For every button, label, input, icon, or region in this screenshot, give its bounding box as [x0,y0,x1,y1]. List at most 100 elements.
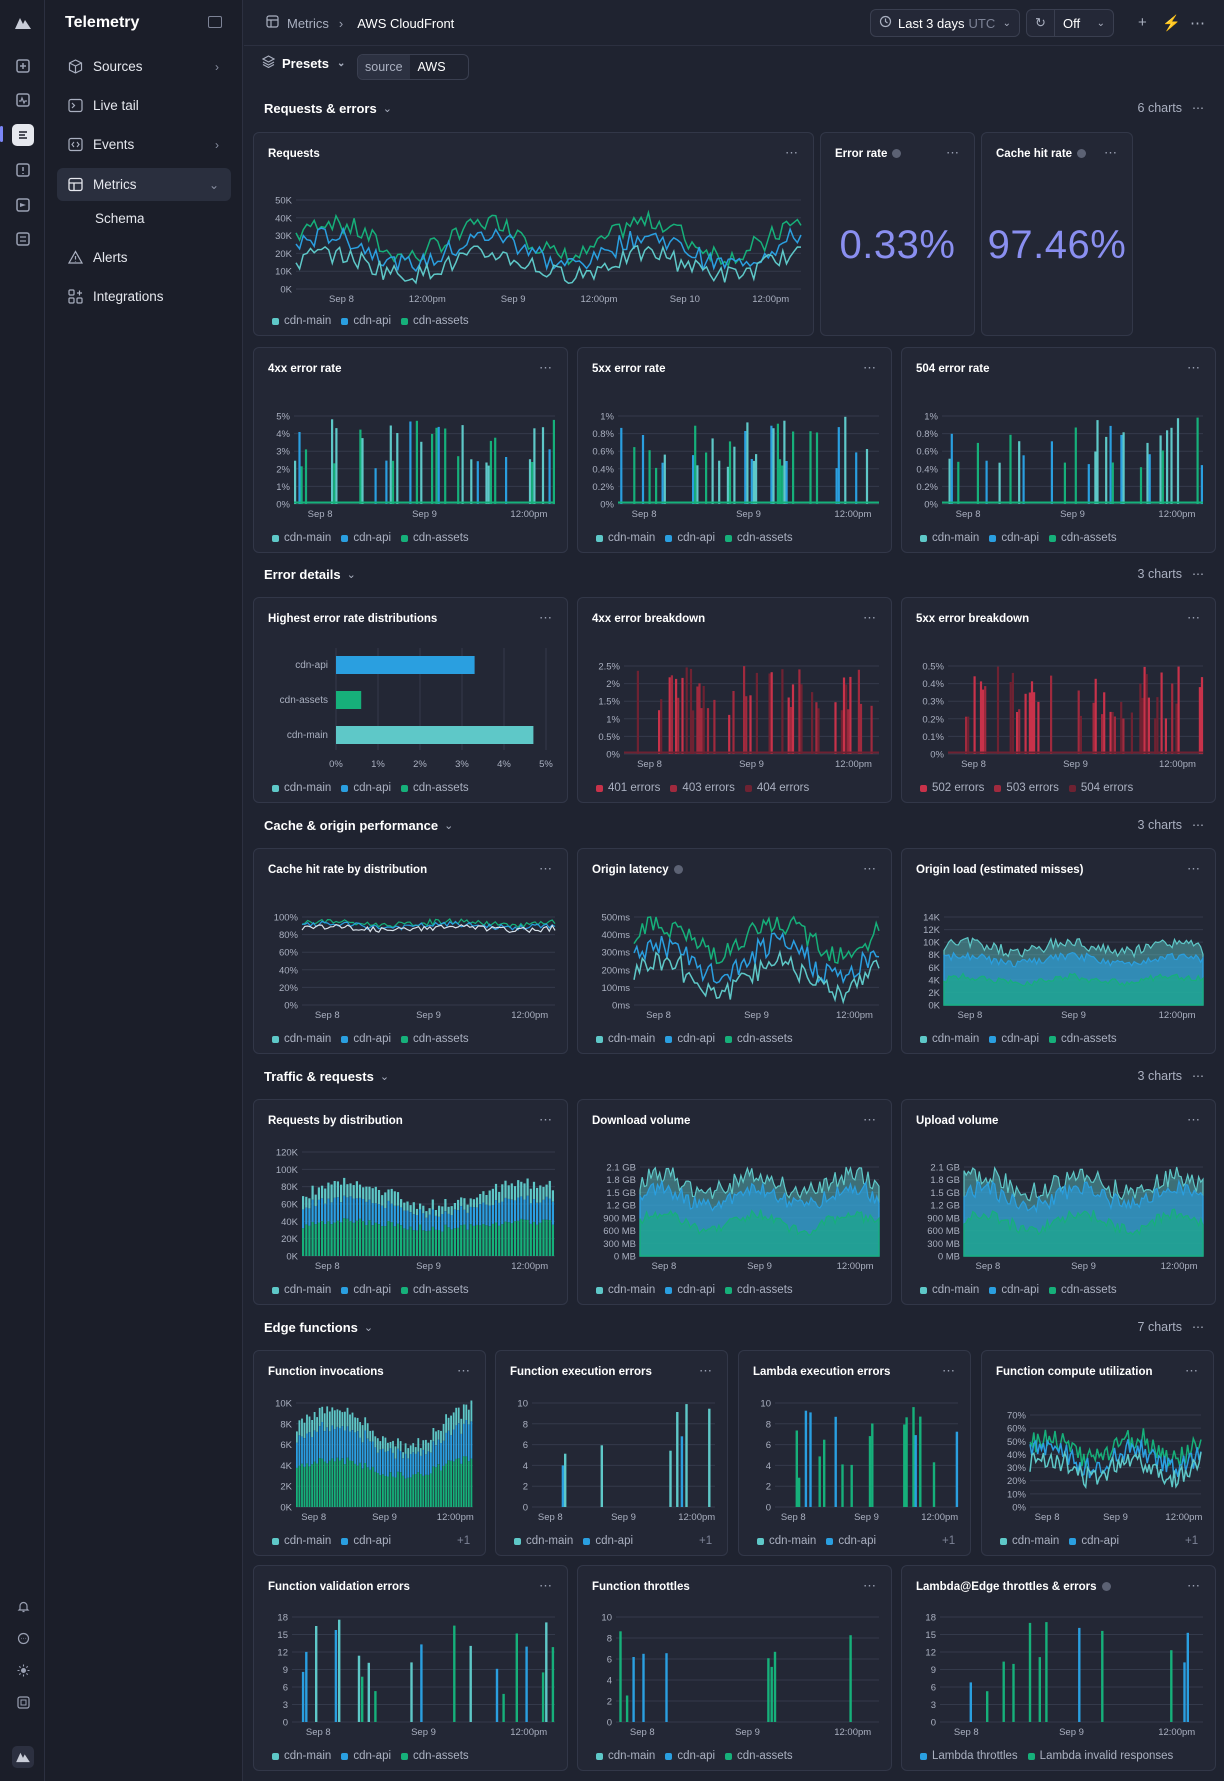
legend-item[interactable]: cdn-main [596,1750,655,1762]
legend-item[interactable]: cdn-assets [401,782,469,794]
breadcrumb-metrics-link[interactable]: Metrics [287,15,329,31]
legend-item[interactable]: cdn-assets [401,315,469,327]
section-cache-origin-performance[interactable]: Cache & origin performance ⌄ 3 charts ⋯ [264,815,1204,835]
chart-menu-icon[interactable]: ⋯ [942,1363,956,1378]
legend-item[interactable]: cdn-api [583,1535,633,1547]
legend-item[interactable]: Lambda invalid responses [1027,1750,1173,1762]
more-icon[interactable]: ⋯ [1192,1069,1204,1083]
legend-item[interactable]: cdn-main [757,1535,816,1547]
legend-item[interactable]: cdn-main [272,532,331,544]
chart-plot[interactable]: 10K 8K 6K 4K 2K 0K Sep 8 Sep 9 12:00pm [254,1351,487,1557]
legend-item[interactable]: cdn-assets [1049,532,1117,544]
legend-item[interactable]: cdn-main [920,532,979,544]
section-title[interactable]: Edge functions [264,1319,358,1335]
chart-menu-icon[interactable]: ⋯ [863,861,877,876]
chart-plot[interactable]: 50K 40K 30K 20K 10K 0K Sep 8 12:00pm Sep 9 12:00p… [254,133,815,337]
theme-sun-icon[interactable] [12,1659,34,1681]
legend-item[interactable]: cdn-main [596,532,655,544]
legend-item[interactable]: cdn-main [920,1284,979,1296]
chart-plot[interactable]: 0% 1% 2% 3% 4% 5% cdn-api cdn-assets cdn-main [254,598,569,804]
chart-menu-icon[interactable]: ⋯ [1187,861,1201,876]
chart-menu-icon[interactable]: ⋯ [946,145,960,160]
legend-item[interactable]: cdn-api [341,1750,391,1762]
logo-icon[interactable] [12,12,34,34]
chart-plot[interactable]: 10 8 6 4 2 0 Sep 8 Sep 9 12:00pm [496,1351,729,1557]
more-icon[interactable]: ⋯ [1192,818,1204,832]
section-error-details[interactable]: Error details ⌄ 3 charts ⋯ [264,564,1204,584]
command-icon[interactable] [12,1691,34,1713]
legend-item[interactable]: cdn-main [272,315,331,327]
legend-item[interactable]: cdn-api [665,1284,715,1296]
sidebar-item-integrations[interactable]: Integrations [57,280,231,313]
chart-menu-icon[interactable]: ⋯ [1187,1112,1201,1127]
legend-item[interactable]: cdn-main [272,1033,331,1045]
refresh-icon[interactable]: ↻ [1027,10,1055,36]
legend-item[interactable]: cdn-main [272,1535,331,1547]
legend-item[interactable]: cdn-main [272,782,331,794]
legend-more-count[interactable]: +1 [699,1535,713,1547]
chart-menu-icon[interactable]: ⋯ [863,610,877,625]
section-title[interactable]: Error details [264,566,341,582]
legend-item[interactable]: cdn-main [514,1535,573,1547]
legend-item[interactable]: 401 errors [596,782,660,794]
legend-item[interactable]: cdn-assets [1049,1284,1117,1296]
legend-item[interactable]: cdn-assets [1049,1033,1117,1045]
more-icon[interactable]: ⋯ [1192,567,1204,581]
chart-plot[interactable]: 10 8 6 4 2 0 Sep 8 Sep 9 12:00pm [578,1566,893,1772]
section-title[interactable]: Traffic & requests [264,1068,374,1084]
chart-plot[interactable]: 10 8 6 4 2 0 Sep 8 Sep 9 12:00pm [739,1351,972,1557]
legend-item[interactable]: cdn-assets [725,1284,793,1296]
time-range-picker[interactable]: Last 3 days UTC ⌄ [870,9,1020,37]
chart-plot[interactable]: 0.5% 0.4% 0.3% 0.2% 0.1% 0% Sep 8 Sep 9 12:00pm [902,598,1217,804]
more-icon[interactable]: ⋯ [1190,15,1205,32]
legend-item[interactable]: cdn-api [989,532,1039,544]
chevron-down-icon[interactable]: ⌄ [346,568,356,581]
legend-more-count[interactable]: +1 [1185,1535,1199,1547]
chart-menu-icon[interactable]: ⋯ [539,610,553,625]
legend-item[interactable]: cdn-api [341,315,391,327]
chart-plot[interactable]: 1% 0.8% 0.6% 0.4% 0.2% 0% Sep 8 Sep 9 12:00pm [902,348,1217,554]
chart-menu-icon[interactable]: ⋯ [699,1363,713,1378]
chart-plot[interactable]: 2.5% 2% 1.5% 1% 0.5% 0% Sep 8 Sep 9 12:00pm [578,598,893,804]
legend-item[interactable]: cdn-main [596,1033,655,1045]
chart-menu-icon[interactable]: ⋯ [785,145,799,160]
chart-menu-icon[interactable]: ⋯ [1185,1363,1199,1378]
chevron-down-icon[interactable]: ⌄ [382,102,392,115]
legend-item[interactable]: cdn-api [665,532,715,544]
chart-menu-icon[interactable]: ⋯ [539,360,553,375]
legend-more-count[interactable]: +1 [942,1535,956,1547]
section-title[interactable]: Cache & origin performance [264,817,439,833]
legend-item[interactable]: cdn-assets [725,1033,793,1045]
legend-item[interactable]: cdn-api [341,1535,391,1547]
status-nav-icon[interactable] [12,194,34,216]
legend-item[interactable]: cdn-main [1000,1535,1059,1547]
lightning-icon[interactable]: ⚡ [1162,15,1181,32]
sidebar-item-sources[interactable]: Sources › [57,50,231,83]
info-icon[interactable] [892,149,902,158]
info-icon[interactable] [1101,1582,1111,1591]
more-icon[interactable]: ⋯ [1192,101,1204,115]
legend-item[interactable]: cdn-api [665,1750,715,1762]
section-requests-errors[interactable]: Requests & errors ⌄ 6 charts ⋯ [264,98,1204,118]
legend-item[interactable]: 404 errors [744,782,809,794]
chevron-down-icon[interactable]: ⌄ [444,819,454,832]
workspace-logo-icon[interactable] [12,1746,34,1768]
legend-item[interactable]: cdn-api [665,1033,715,1045]
legend-item[interactable]: cdn-main [920,1033,979,1045]
sidebar-item-events[interactable]: Events › [57,128,231,161]
chart-menu-icon[interactable]: ⋯ [539,1112,553,1127]
chart-menu-icon[interactable]: ⋯ [863,360,877,375]
sidebar-item-schema[interactable]: Schema [57,202,231,235]
chart-menu-icon[interactable]: ⋯ [457,1363,471,1378]
legend-item[interactable]: cdn-api [1069,1535,1119,1547]
legend-item[interactable]: cdn-assets [401,532,469,544]
legend-item[interactable]: cdn-api [989,1284,1039,1296]
chart-menu-icon[interactable]: ⋯ [539,861,553,876]
chart-menu-icon[interactable]: ⋯ [1104,145,1118,160]
collapse-sidebar-icon[interactable] [208,16,222,28]
legend-item[interactable]: cdn-assets [401,1284,469,1296]
legend-item[interactable]: 503 errors [994,782,1059,794]
chart-plot[interactable]: 120K 100K 80K 60K 40K 20K 0K Sep 8 Sep 9 12:00pm [254,1100,569,1306]
dashboard-nav-icon[interactable] [12,55,34,77]
